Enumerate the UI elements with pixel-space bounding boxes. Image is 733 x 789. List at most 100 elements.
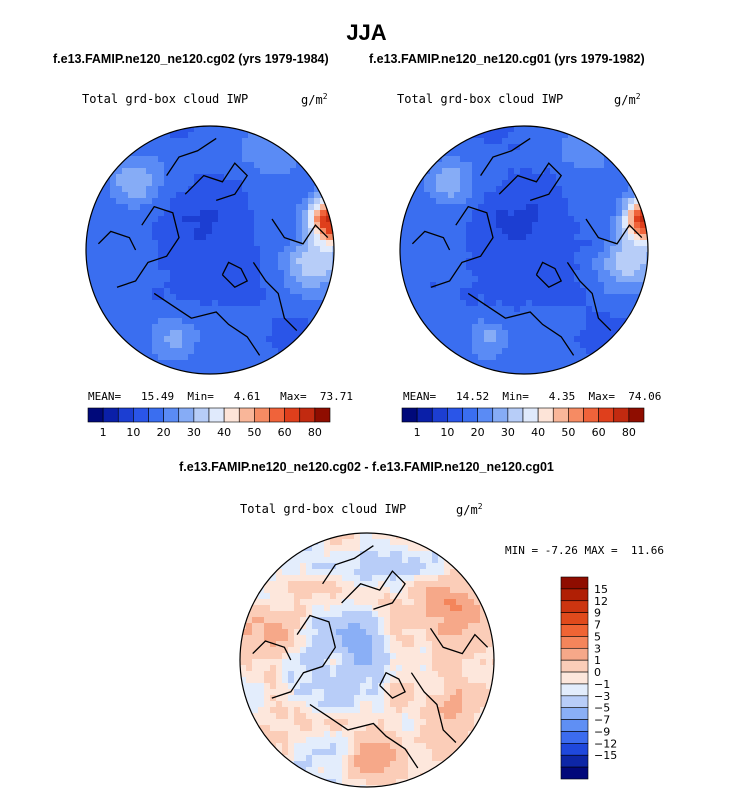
map-cell xyxy=(152,288,159,295)
map-cell xyxy=(258,653,265,660)
map-cell xyxy=(294,755,301,762)
map-cell xyxy=(568,192,575,199)
map-cell xyxy=(158,348,165,355)
map-cell xyxy=(520,324,527,331)
map-cell xyxy=(272,342,279,349)
map-cell xyxy=(284,306,291,313)
map-cell xyxy=(354,695,361,702)
map-cell xyxy=(276,731,283,738)
map-cell xyxy=(402,611,409,618)
map-cell xyxy=(412,282,419,289)
map-cell xyxy=(318,749,325,756)
map-cell xyxy=(450,719,457,726)
map-cell xyxy=(92,240,99,247)
map-cell xyxy=(396,773,403,780)
map-cell xyxy=(442,336,449,343)
map-cell xyxy=(610,300,617,307)
map-cell xyxy=(408,623,415,630)
map-cell xyxy=(318,677,325,684)
map-cell xyxy=(454,168,461,175)
map-cell xyxy=(436,216,443,223)
map-cell xyxy=(300,749,307,756)
map-cell xyxy=(496,336,503,343)
map-cell xyxy=(86,264,93,271)
map-cell xyxy=(176,162,183,169)
map-cell xyxy=(170,246,177,253)
map-cell xyxy=(562,354,569,361)
map-cell xyxy=(372,767,379,774)
colorbar-box xyxy=(598,407,615,423)
map-cell xyxy=(260,150,267,157)
map-cell xyxy=(92,228,99,235)
map-cell xyxy=(586,312,593,319)
map-cell xyxy=(282,737,289,744)
map-cell xyxy=(218,294,225,301)
map-cell xyxy=(324,575,331,582)
map-cell xyxy=(360,539,367,546)
map-cell xyxy=(354,557,361,564)
map-cell xyxy=(278,216,285,223)
map-cell xyxy=(396,605,403,612)
map-cell xyxy=(194,336,201,343)
map-cell xyxy=(218,318,225,325)
map-cell xyxy=(324,701,331,708)
map-cell xyxy=(276,581,283,588)
map-cell xyxy=(420,761,427,768)
map-cell xyxy=(448,342,455,349)
map-cell xyxy=(282,665,289,672)
map-cell xyxy=(342,587,349,594)
map-cell xyxy=(424,306,431,313)
map-cell xyxy=(302,210,309,217)
map-cell xyxy=(272,174,279,181)
map-cell xyxy=(170,270,177,277)
map-cell xyxy=(532,342,539,349)
map-cell xyxy=(342,737,349,744)
map-cell xyxy=(574,294,581,301)
map-cell xyxy=(290,240,297,247)
map-cell xyxy=(562,294,569,301)
map-cell xyxy=(252,677,259,684)
map-cell xyxy=(242,264,249,271)
map-cell xyxy=(604,264,611,271)
map-cell xyxy=(592,210,599,217)
map-cell xyxy=(514,276,521,283)
map-cell xyxy=(390,773,397,780)
map-cell xyxy=(456,587,463,594)
map-cell xyxy=(302,312,309,319)
map-cell xyxy=(426,647,433,654)
map-cell xyxy=(330,539,337,546)
map-cell xyxy=(128,312,135,319)
map-cell xyxy=(200,234,207,241)
map-cell xyxy=(550,270,557,277)
map-cell xyxy=(390,641,397,648)
map-cell xyxy=(400,288,407,295)
map-cell xyxy=(306,581,313,588)
map-cell xyxy=(490,186,497,193)
map-cell xyxy=(236,240,243,247)
colorbar-box xyxy=(148,407,164,423)
map-cell xyxy=(152,324,159,331)
map-cell xyxy=(426,593,433,600)
map-cell xyxy=(306,713,313,720)
map-cell xyxy=(574,198,581,205)
map-cell xyxy=(532,264,539,271)
map-cell xyxy=(194,288,201,295)
map-cell xyxy=(110,180,117,187)
map-cell xyxy=(330,677,337,684)
map-cell xyxy=(628,240,635,247)
map-cell xyxy=(212,336,219,343)
map-cell xyxy=(200,162,207,169)
map-cell xyxy=(194,366,201,373)
map-cell xyxy=(484,306,491,313)
map-cell xyxy=(134,150,141,157)
map-cell xyxy=(468,725,475,732)
map-cell xyxy=(128,162,135,169)
map-cell xyxy=(152,222,159,229)
map-cell xyxy=(640,252,647,259)
map-cell xyxy=(314,306,321,313)
map-cell xyxy=(288,605,295,612)
map-cell xyxy=(224,138,231,145)
map-cell xyxy=(176,240,183,247)
map-cell xyxy=(194,234,201,241)
colorbar-box xyxy=(416,407,433,423)
